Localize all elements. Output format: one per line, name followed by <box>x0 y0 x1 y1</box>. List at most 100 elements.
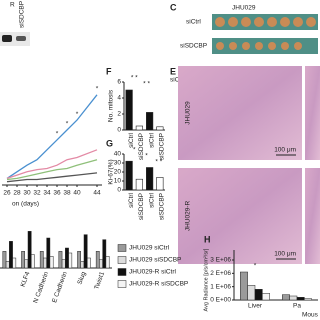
bar <box>87 257 91 269</box>
bar <box>125 160 133 191</box>
x-tick-label: 32 <box>33 190 41 197</box>
bar <box>304 298 312 301</box>
panel-label: E <box>170 66 176 76</box>
bar <box>9 241 13 269</box>
row-label: siCtrl <box>170 77 185 84</box>
blot-lane-mark: R <box>10 2 15 9</box>
annotation: * <box>96 86 99 93</box>
tumor-strip <box>212 14 318 30</box>
x-tick-label: 34 <box>43 190 51 197</box>
bar <box>296 297 305 301</box>
row-label: siSDCBP <box>180 43 207 50</box>
x-tick-label: siCtrl <box>148 192 155 207</box>
bar <box>83 234 88 269</box>
legend-swatch <box>117 256 127 264</box>
bar <box>156 177 164 191</box>
bar <box>135 125 143 131</box>
x-tick-label: siSDCBP <box>159 133 166 160</box>
x-tick-label: 38 <box>63 190 71 197</box>
row-label: JHU029-R <box>185 201 192 232</box>
y-tick-label: 40 <box>114 151 122 158</box>
histology-image <box>305 168 320 264</box>
panel-label: G <box>106 138 113 148</box>
bar <box>27 231 32 269</box>
bar <box>262 293 270 301</box>
bar <box>156 126 164 131</box>
annotation: * * <box>155 159 162 166</box>
x-tick-label: Slug <box>76 271 87 286</box>
y-tick-label: 30 <box>114 160 122 167</box>
legend-label: JHU029-R siSDCBP <box>129 281 188 288</box>
x-tick-label: E Cadherin <box>51 271 69 304</box>
bar <box>254 289 263 301</box>
x-tick-label: siCtrl <box>128 192 135 207</box>
y-tick-label: 1 E+06 <box>210 283 231 290</box>
x-tick-label: 28 <box>13 190 21 197</box>
x-tick-label: siCtrl <box>148 132 155 147</box>
y-tick-label: 2 <box>117 111 121 118</box>
bar <box>39 251 44 269</box>
x-tick-label: 30 <box>23 190 31 197</box>
legend-swatch <box>117 244 127 252</box>
x-tick-label: siSDCBP <box>138 193 145 220</box>
x-tick-label: KLF4 <box>20 271 32 288</box>
y-tick-label: 2 E+06 <box>210 270 231 277</box>
row-label: siCtrl <box>186 19 201 26</box>
bar <box>68 252 73 269</box>
annotation: * * <box>143 81 150 88</box>
x-tick-label: siSDCBP <box>159 193 166 220</box>
x-tick-label: Pa <box>293 303 301 310</box>
bar <box>240 271 248 301</box>
histology-image <box>178 168 302 264</box>
line <box>6 149 98 180</box>
bar <box>31 254 35 269</box>
y-tick-label: 6 <box>117 79 121 86</box>
annotation: * * <box>131 75 138 82</box>
y-tick-label: 4 <box>117 95 121 102</box>
panel-label: F <box>106 66 112 76</box>
y-axis-label: No. mitosis <box>108 89 115 122</box>
histology-image <box>305 66 320 160</box>
y-tick-label: 0 <box>117 187 121 194</box>
y-tick-label: 0 E+00 <box>210 297 231 304</box>
y-tick-label: 20 <box>114 169 122 176</box>
panel-title: JHU029 <box>232 5 256 12</box>
legend-label: JHU029 siSDCBP <box>129 257 181 264</box>
y-axis-label: Avg Radiance [p/s/cm²/sr] <box>203 248 209 311</box>
histology-image <box>178 66 302 160</box>
tumors <box>215 17 316 50</box>
bar <box>65 247 69 269</box>
bar <box>125 89 133 131</box>
bar <box>146 112 154 131</box>
bar <box>289 295 298 301</box>
bar <box>2 251 7 269</box>
x-tick-label: Twist1 <box>93 271 106 291</box>
y-tick-label: 10 <box>114 178 122 185</box>
x-tick-label: 40 <box>73 190 81 197</box>
row-label: JHU029 <box>185 101 192 125</box>
bar <box>102 239 107 269</box>
line <box>6 94 98 179</box>
legend-label: JHU029 siCtrl <box>129 245 170 252</box>
bar <box>12 257 17 269</box>
line <box>6 159 98 181</box>
line <box>6 172 98 183</box>
scale-bar-label: 100 μm <box>274 251 296 258</box>
annotation: * <box>254 263 257 270</box>
annotation: * <box>76 111 79 118</box>
blot-lane-label: siSDCBP <box>19 1 26 28</box>
scale-bar-label: 100 μm <box>274 147 296 154</box>
y-tick-label: 0 <box>117 127 121 134</box>
bar <box>46 237 51 269</box>
bar <box>58 251 63 269</box>
legend-swatch <box>117 280 127 288</box>
annotation: * <box>66 121 69 128</box>
blot-band <box>16 36 26 41</box>
x-tick-label: 36 <box>53 190 61 197</box>
bar <box>80 261 85 269</box>
bar <box>61 259 66 269</box>
x-tick-label: 26 <box>3 190 11 197</box>
bar <box>282 294 290 301</box>
x-axis-label: Mous <box>302 312 319 319</box>
